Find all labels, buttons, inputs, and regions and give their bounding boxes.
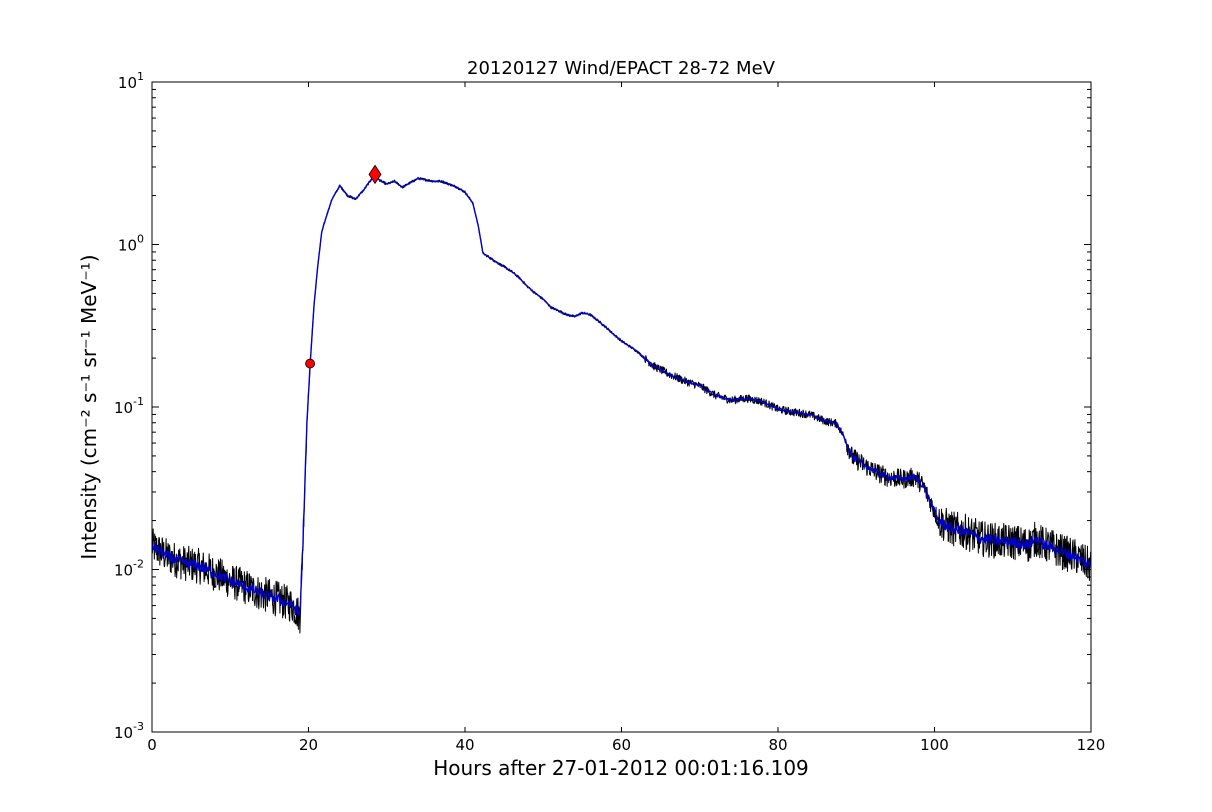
y-tick-label: 101 — [118, 70, 144, 92]
x-axis-label: Hours after 27-01-2012 00:01:16.109 — [433, 756, 809, 780]
y-tick-label: 10-1 — [114, 395, 144, 417]
y-tick-label: 10-2 — [114, 558, 144, 580]
marker-peak — [368, 164, 382, 185]
x-tick-label: 60 — [612, 736, 631, 754]
x-tick-label: 100 — [920, 736, 949, 754]
y-tick-label: 100 — [118, 233, 144, 255]
x-tick-label: 40 — [455, 736, 474, 754]
series-line-smoothed — [151, 173, 1092, 616]
series-layer — [151, 173, 1092, 634]
y-tick-label: 10-3 — [114, 720, 144, 742]
marker-layer — [305, 164, 382, 369]
chart-title: 20120127 Wind/EPACT 28-72 MeV — [467, 58, 776, 79]
x-tick-label: 80 — [768, 736, 787, 754]
x-axis: 0 20 40 60 80 100 120 — [147, 82, 1105, 754]
marker-onset — [305, 358, 315, 369]
x-tick-label: 120 — [1077, 736, 1106, 754]
x-tick-label: 20 — [299, 736, 318, 754]
y-axis-label: Intensity (cm⁻² s⁻¹ sr⁻¹ MeV⁻¹) — [77, 254, 101, 559]
x-tick-label: 0 — [147, 736, 157, 754]
y-axis: 10-3 10-2 10-1 100 101 — [114, 70, 1091, 742]
